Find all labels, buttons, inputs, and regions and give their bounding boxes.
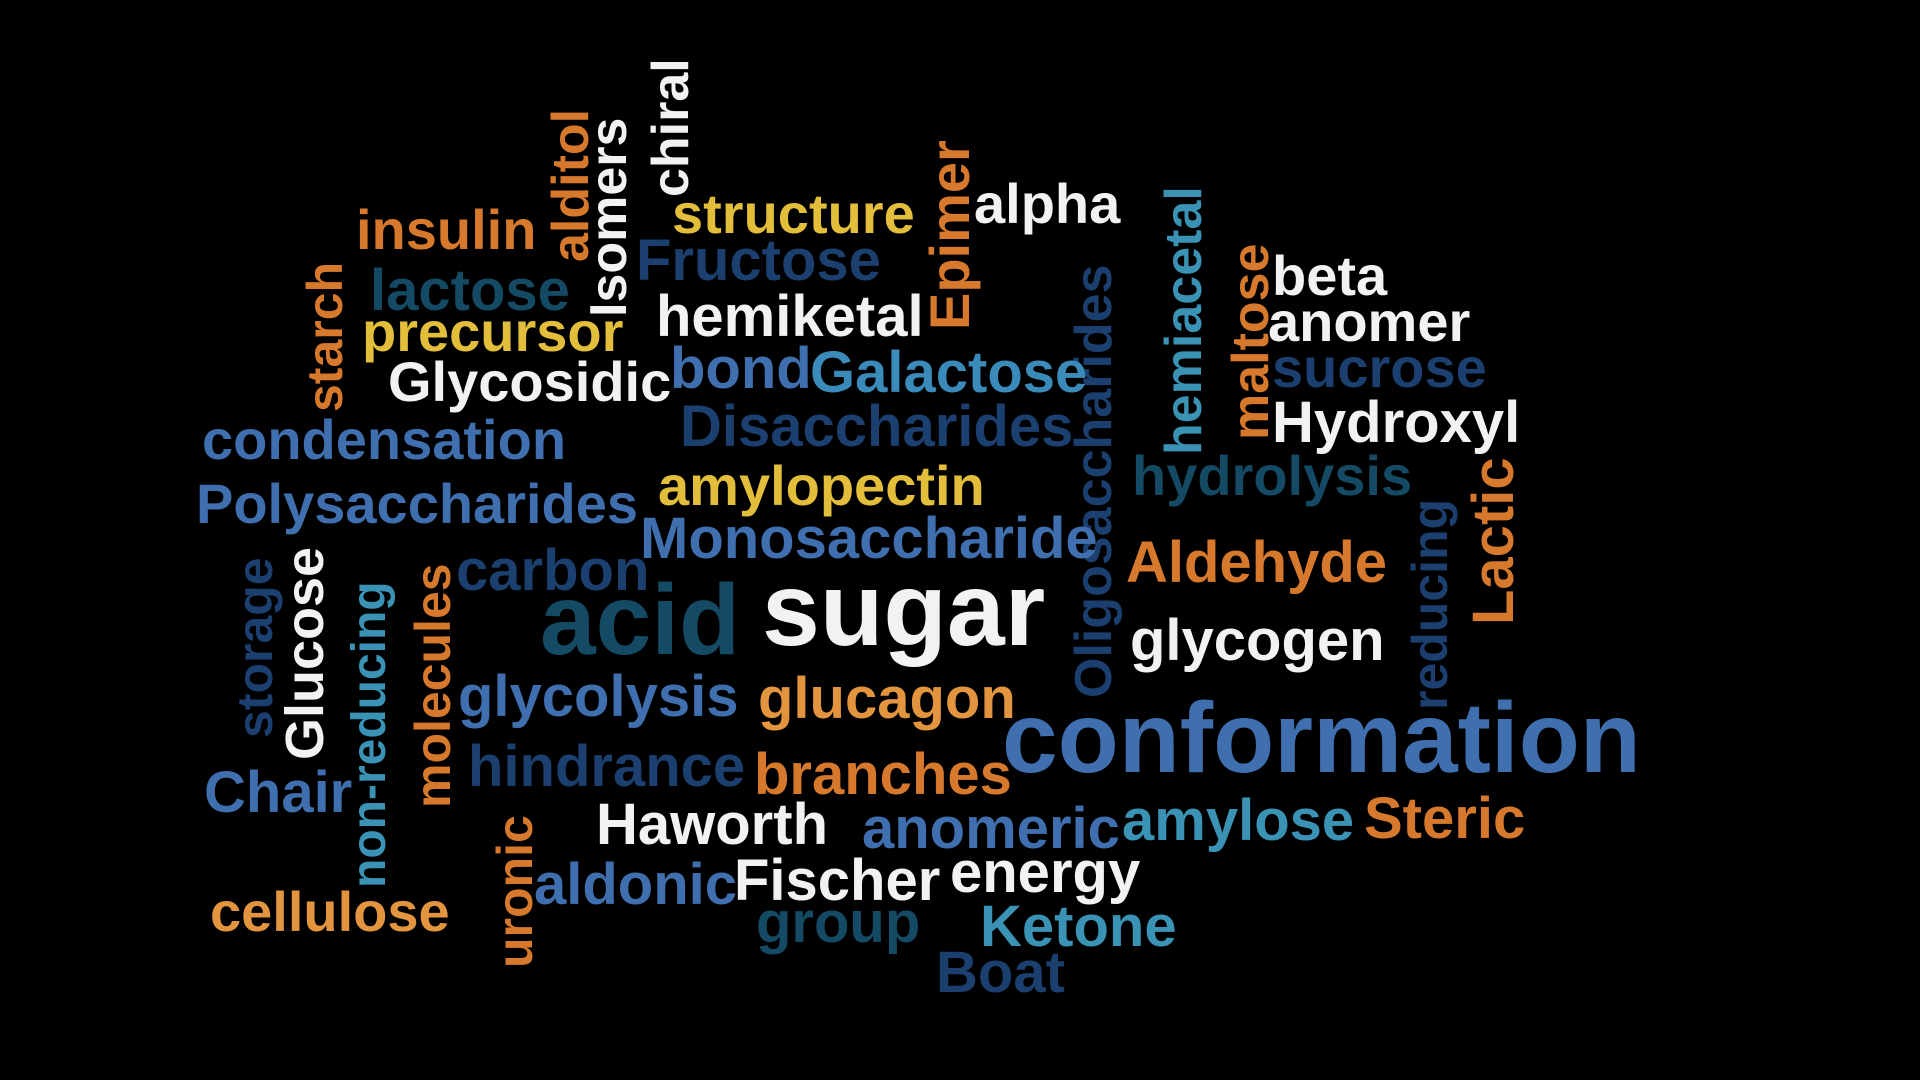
word-chair: Chair	[204, 760, 353, 825]
word-conformation: conformation	[1002, 682, 1641, 794]
word-energy: energy	[950, 840, 1141, 905]
word-hindrance: hindrance	[468, 734, 746, 799]
word-ketone: Ketone	[980, 894, 1177, 959]
word-starch: starch	[297, 261, 353, 412]
word-reducing: reducing	[1402, 498, 1458, 710]
word-chiral: chiral	[642, 58, 700, 197]
word-hydroxyl: Hydroxyl	[1272, 390, 1521, 455]
word-cellulose: cellulose	[210, 880, 450, 943]
word-oligosaccharides: Oligosaccharides	[1065, 264, 1123, 698]
word-monosaccharide: Monosaccharide	[640, 506, 1098, 571]
word-precursor: precursor	[362, 300, 624, 363]
word-storage: storage	[227, 557, 283, 738]
word-branches: branches	[754, 742, 1012, 807]
word-molecules: molecules	[405, 563, 461, 808]
word-amylose: amylose	[1122, 788, 1355, 853]
word-glycosidic: Glycosidic	[388, 350, 672, 413]
word-boat: Boat	[936, 940, 1065, 1005]
word-condensation: condensation	[202, 408, 567, 471]
word-steric: Steric	[1364, 786, 1526, 851]
word-non-reducing: non-reducing	[343, 581, 396, 888]
word-structure: structure	[672, 182, 915, 245]
word-hemiacetal: hemiacetal	[1155, 186, 1213, 455]
word-group: group	[756, 890, 921, 955]
word-sugar: sugar	[762, 552, 1046, 668]
word-glycogen: glycogen	[1130, 608, 1385, 673]
word-beta: beta	[1272, 244, 1388, 307]
word-aldehyde: Aldehyde	[1126, 530, 1388, 595]
word-hemiketal: hemiketal	[656, 284, 924, 349]
word-lactose: lactose	[370, 258, 570, 323]
word-bond: bond	[670, 336, 812, 401]
word-acid: acid	[540, 564, 741, 676]
word-anomer: anomer	[1268, 290, 1471, 353]
word-hydrolysis: hydrolysis	[1132, 444, 1413, 507]
word-sucrose: sucrose	[1272, 336, 1487, 399]
word-haworth: Haworth	[596, 792, 828, 857]
word-glucose: Glucose	[275, 546, 335, 760]
word-insulin: insulin	[356, 198, 537, 261]
word-disaccharides: Disaccharides	[680, 394, 1074, 459]
word-uronic: uronic	[487, 815, 543, 968]
word-aldonic: aldonic	[534, 852, 738, 917]
word-lactic: Lactic	[1461, 457, 1526, 625]
word-glycolysis: glycolysis	[458, 664, 739, 729]
word-alditol: alditol	[542, 108, 600, 262]
word-carbon: carbon	[456, 538, 650, 603]
word-epimer: Epimer	[918, 140, 981, 330]
word-fischer: Fischer	[734, 848, 941, 913]
word-glucagon: glucagon	[758, 666, 1016, 731]
word-anomeric: anomeric	[862, 796, 1120, 861]
word-amylopectin: amylopectin	[658, 454, 985, 517]
word-fructose: Fructose	[636, 228, 881, 293]
word-galactose: Galactose	[810, 340, 1088, 405]
word-polysaccharides: Polysaccharides	[196, 472, 639, 535]
word-alpha: alpha	[974, 172, 1121, 235]
